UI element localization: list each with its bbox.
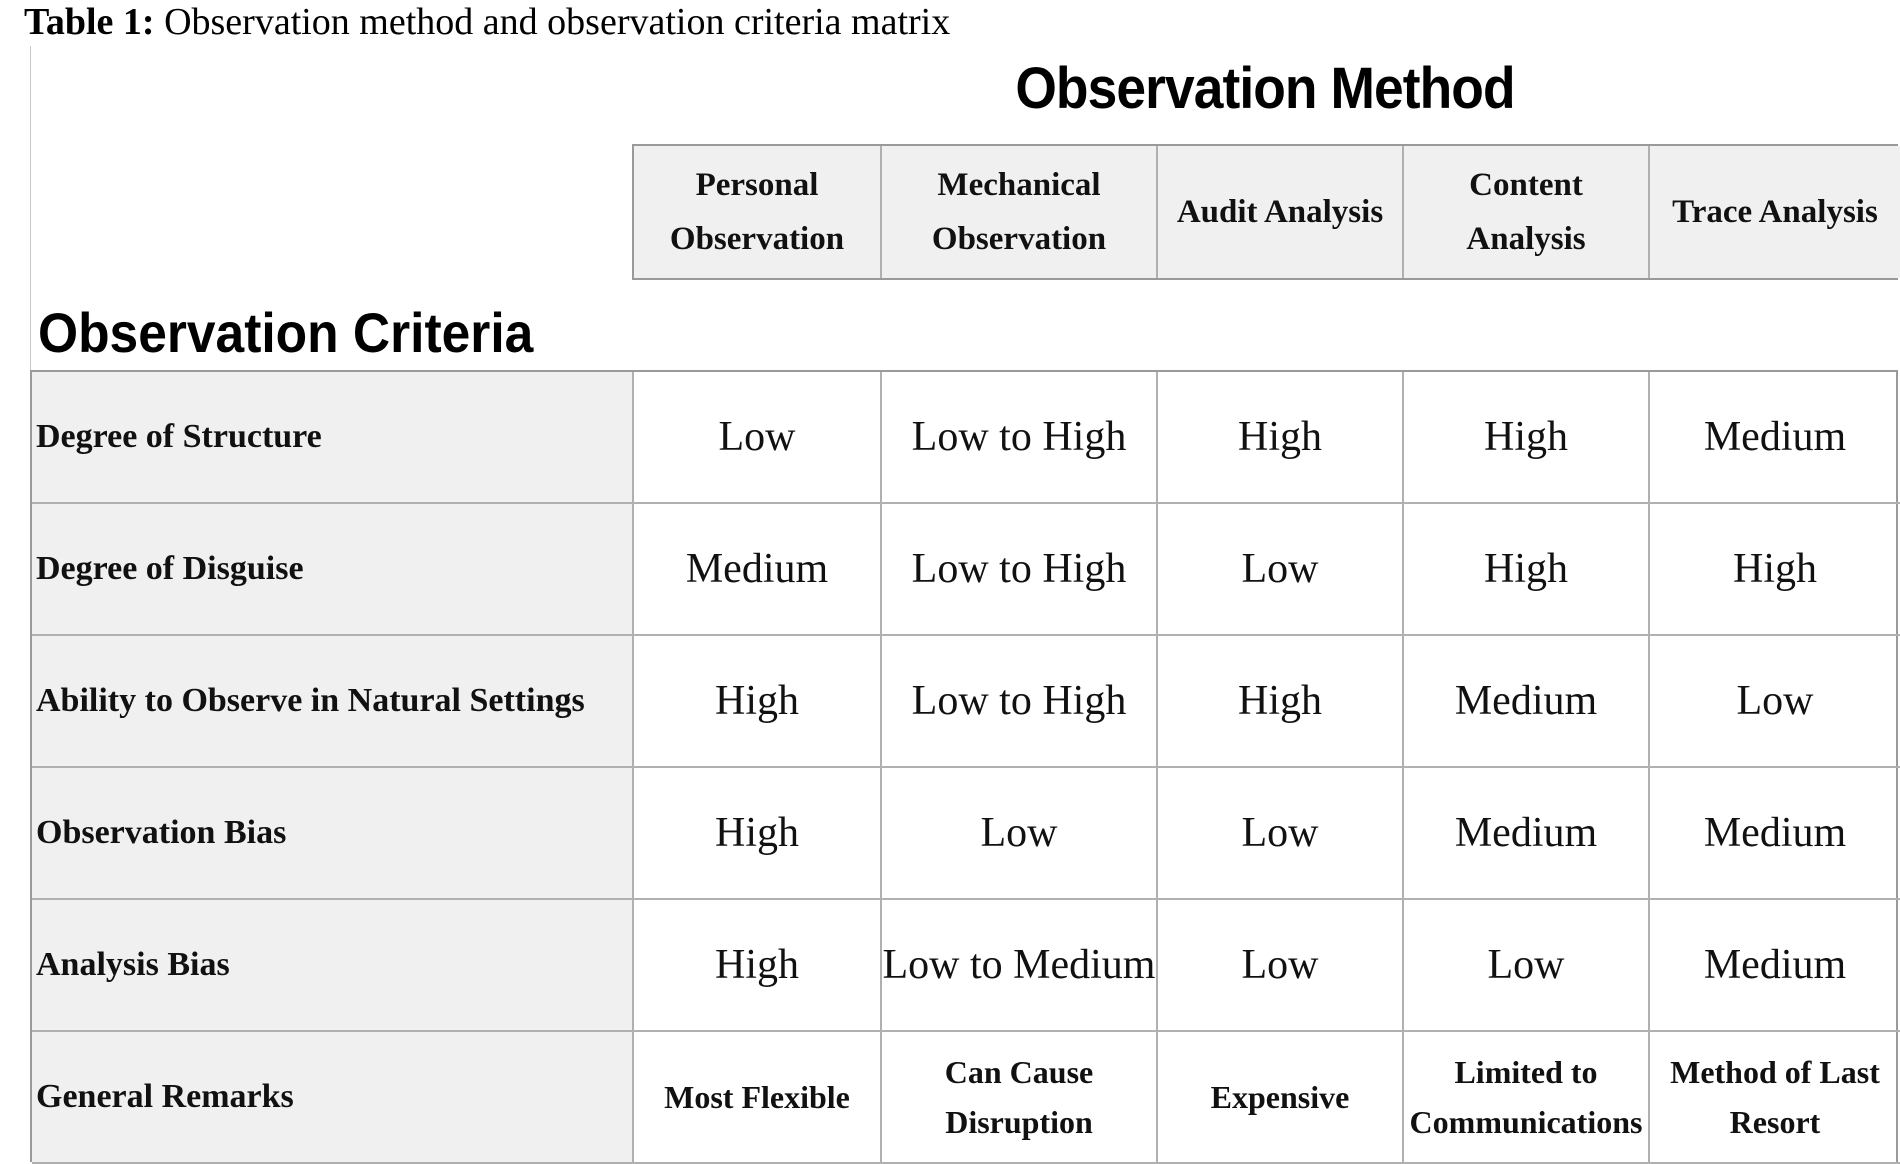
table-cell: Medium bbox=[634, 504, 882, 636]
criterion-label: Ability to Observe in Natural Settings bbox=[32, 636, 634, 768]
method-header-cell: Audit Analysis bbox=[1158, 146, 1404, 278]
table-cell: Low bbox=[1650, 636, 1900, 768]
remark-cell: Can Cause Disruption bbox=[882, 1032, 1158, 1164]
table-caption: Table 1: Observation method and observat… bbox=[24, 0, 950, 44]
remark-cell: Limited to Communications bbox=[1404, 1032, 1650, 1164]
table-cell: High bbox=[1650, 504, 1900, 636]
table-cell: High bbox=[634, 900, 882, 1032]
table-cell: High bbox=[1158, 636, 1404, 768]
table-cell: High bbox=[1404, 504, 1650, 636]
method-header-row: Personal Observation Mechanical Observatio… bbox=[632, 144, 1900, 280]
criterion-label: Degree of Disguise bbox=[32, 504, 634, 636]
table-cell: Low to High bbox=[882, 636, 1158, 768]
table-cell: Medium bbox=[1404, 636, 1650, 768]
table-cell: Low bbox=[1158, 900, 1404, 1032]
caption-label: Table 1: bbox=[24, 1, 155, 43]
table-cell: Low to High bbox=[882, 504, 1158, 636]
method-header-cell: Content Analysis bbox=[1404, 146, 1650, 278]
table-cell: Medium bbox=[1650, 372, 1900, 504]
criterion-label: General Remarks bbox=[32, 1032, 634, 1164]
table-cell: Low bbox=[1158, 768, 1404, 900]
table-cell: Low bbox=[634, 372, 882, 504]
table-cell: Low bbox=[1158, 504, 1404, 636]
remark-cell: Expensive bbox=[1158, 1032, 1404, 1164]
table-cell: Low bbox=[882, 768, 1158, 900]
table-cell: Low to High bbox=[882, 372, 1158, 504]
table-cell: High bbox=[1158, 372, 1404, 504]
method-header-cell: Mechanical Observation bbox=[882, 146, 1158, 278]
remark-cell: Most Flexible bbox=[634, 1032, 882, 1164]
table-cell: Low to Medium bbox=[882, 900, 1158, 1032]
criterion-label: Analysis Bias bbox=[32, 900, 634, 1032]
criteria-title: Observation Criteria bbox=[38, 300, 534, 364]
table-cell: Medium bbox=[1404, 768, 1650, 900]
table-cell: High bbox=[634, 768, 882, 900]
criterion-label: Observation Bias bbox=[32, 768, 634, 900]
table-cell: Medium bbox=[1650, 768, 1900, 900]
caption-text: Observation method and observation crite… bbox=[154, 1, 951, 43]
table-cell: High bbox=[1404, 372, 1650, 504]
criteria-table: Degree of Structure Low Low to High High… bbox=[30, 370, 1900, 1164]
method-header-cell: Trace Analysis bbox=[1650, 146, 1900, 278]
table-cell: Medium bbox=[1650, 900, 1900, 1032]
criterion-label: Degree of Structure bbox=[32, 372, 634, 504]
method-header-cell: Personal Observation bbox=[634, 146, 882, 278]
table-cell: Low bbox=[1404, 900, 1650, 1032]
method-title: Observation Method bbox=[1015, 55, 1515, 121]
remark-cell: Method of Last Resort bbox=[1650, 1032, 1900, 1164]
table-cell: High bbox=[634, 636, 882, 768]
